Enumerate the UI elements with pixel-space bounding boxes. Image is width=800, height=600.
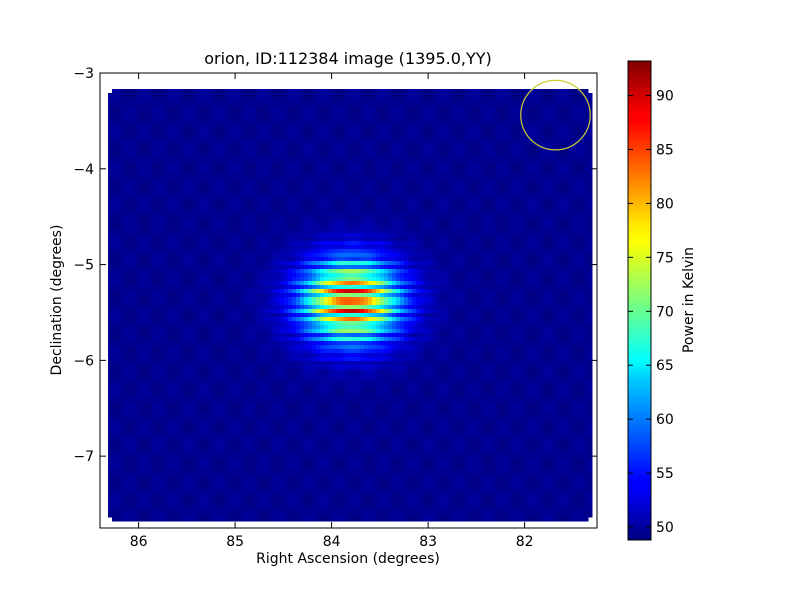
x-tick-label: 86 [130, 534, 148, 550]
x-tick-label: 83 [419, 534, 437, 550]
colorbar-tick-label: 70 [656, 304, 674, 320]
y-tick-label: −6 [73, 353, 94, 369]
colorbar-tick-label: 65 [656, 358, 674, 374]
x-tick-label: 84 [323, 534, 341, 550]
colorbar-tick-label: 90 [656, 89, 674, 105]
y-tick-label: −7 [73, 449, 94, 465]
colorbar-tick-label: 85 [656, 142, 674, 158]
y-axis-label: Declination (degrees) [49, 225, 65, 376]
y-axis-ticks: −3 −4 −5 −6 −7 [73, 66, 597, 465]
colorbar-ticks: 50 55 60 65 70 75 80 85 90 [628, 89, 674, 536]
colorbar [627, 60, 652, 541]
colorbar-tick-label: 75 [656, 250, 674, 266]
x-tick-label: 85 [226, 534, 244, 550]
y-tick-label: −5 [73, 258, 94, 274]
colorbar-tick-label: 50 [656, 520, 674, 536]
heatmap-image [108, 79, 593, 522]
x-axis-label: Right Ascension (degrees) [256, 551, 440, 567]
y-tick-label: −4 [73, 162, 94, 178]
chart-title: orion, ID:112384 image (1395.0,YY) [204, 49, 492, 68]
colorbar-tick-label: 60 [656, 412, 674, 428]
x-axis-ticks: 86 85 84 83 82 [130, 73, 534, 550]
x-tick-label: 82 [516, 534, 534, 550]
colorbar-tick-label: 55 [656, 466, 674, 482]
plot-frame [99, 72, 598, 529]
y-tick-label: −3 [73, 66, 94, 82]
beam-circle [520, 79, 591, 151]
colorbar-tick-label: 80 [656, 196, 674, 212]
colorbar-label: Power in Kelvin [681, 247, 697, 353]
